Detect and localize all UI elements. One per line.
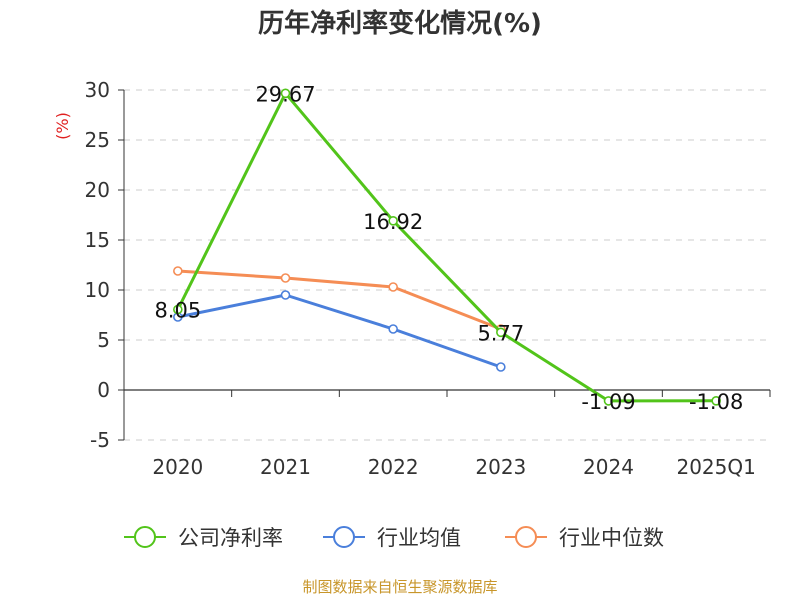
grid: [124, 89, 770, 441]
x-tick-label: 2025Q1: [676, 455, 755, 479]
legend-item: 公司净利率: [124, 526, 283, 550]
legend-label: 行业中位数: [559, 526, 664, 550]
x-tick-label: 2020: [152, 455, 203, 479]
data-label: 5.77: [477, 321, 524, 345]
data-label: 16.92: [363, 210, 423, 234]
y-tick-label: -5: [90, 428, 110, 452]
data-point: [173, 266, 183, 276]
x-tick-label: 2021: [260, 455, 311, 479]
data-point: [280, 273, 291, 283]
y-tick-label: 5: [97, 328, 110, 352]
y-tick-label: 20: [85, 178, 110, 202]
legend-item: 行业中位数: [505, 526, 664, 550]
x-tick-label: 2024: [583, 455, 634, 479]
data-point: [603, 396, 614, 406]
legend: 公司净利率 行业均值 行业中位数: [124, 526, 664, 550]
series-line: [177, 293, 502, 369]
x-tick-label: 2023: [475, 455, 526, 479]
data-label: 29.67: [255, 82, 315, 106]
series-lines: [173, 88, 721, 406]
data-point: [388, 282, 398, 292]
y-tick-label: 15: [85, 228, 110, 252]
data-label: 8.05: [154, 299, 201, 323]
data-point: [496, 362, 506, 372]
data-labels: 8.05 29.67 16.92 5.77 -1.09 -1.08: [154, 82, 743, 414]
series-line: [176, 91, 717, 403]
data-point: [711, 395, 721, 406]
legend-label: 公司净利率: [178, 526, 283, 550]
legend-marker: [134, 526, 156, 548]
y-tick-label: 30: [85, 78, 110, 102]
data-point: [496, 327, 506, 338]
data-point: [388, 324, 398, 334]
data-point: [280, 88, 291, 99]
source-note: 制图数据来自恒生聚源数据库: [302, 578, 497, 596]
axes: 30 25 20 15 10 5 0 -5 2020 2021 2022 2023 2024 2025Q1: [85, 78, 771, 479]
data-point: [173, 304, 183, 315]
data-point: [280, 290, 291, 300]
series-line: [177, 269, 502, 331]
legend-marker: [515, 526, 537, 548]
y-tick-label: 25: [85, 128, 110, 152]
chart-title: 历年净利率变化情况(%): [258, 8, 542, 39]
y-tick-label: 10: [85, 278, 110, 302]
data-point: [388, 216, 398, 226]
data-label: -1.08: [689, 390, 743, 414]
data-label: -1.09: [581, 390, 635, 414]
x-tick-label: 2022: [368, 455, 419, 479]
legend-item: 行业均值: [323, 526, 461, 550]
y-tick-label: 0: [97, 378, 110, 402]
legend-label: 行业均值: [377, 526, 461, 550]
y-axis-label: (%): [53, 112, 72, 140]
legend-marker: [333, 526, 355, 548]
